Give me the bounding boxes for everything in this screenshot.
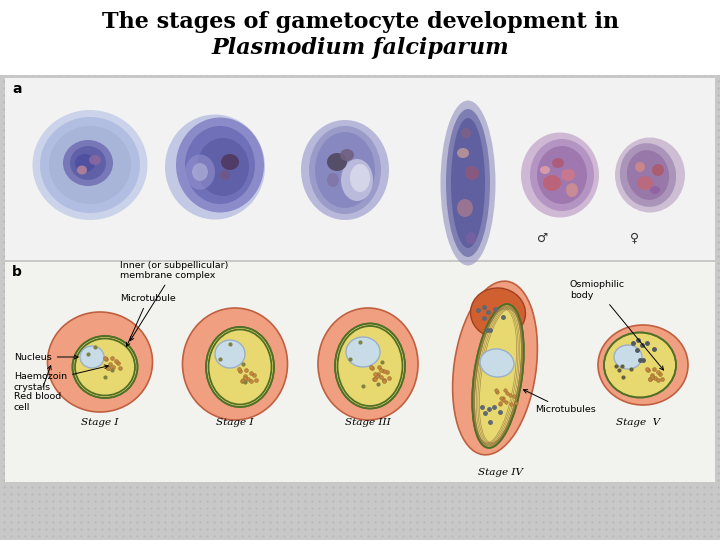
- Text: Inner (or subpellicular)
membrane complex: Inner (or subpellicular) membrane comple…: [120, 261, 228, 341]
- Ellipse shape: [165, 114, 265, 219]
- Ellipse shape: [220, 170, 230, 180]
- Ellipse shape: [340, 149, 354, 161]
- Ellipse shape: [461, 128, 471, 138]
- Ellipse shape: [441, 100, 495, 266]
- Ellipse shape: [457, 148, 469, 158]
- Ellipse shape: [48, 312, 153, 412]
- Ellipse shape: [89, 155, 101, 165]
- Ellipse shape: [301, 120, 389, 220]
- Ellipse shape: [540, 166, 550, 174]
- Ellipse shape: [650, 186, 660, 194]
- FancyBboxPatch shape: [0, 0, 720, 75]
- Ellipse shape: [346, 337, 380, 367]
- Ellipse shape: [49, 126, 131, 204]
- Ellipse shape: [472, 304, 524, 448]
- Ellipse shape: [192, 163, 208, 181]
- Text: Red blood
cell: Red blood cell: [14, 366, 61, 411]
- Ellipse shape: [350, 164, 370, 192]
- Ellipse shape: [63, 140, 113, 186]
- Ellipse shape: [327, 153, 347, 171]
- Ellipse shape: [77, 165, 87, 174]
- Text: Osmiophilic
body: Osmiophilic body: [570, 280, 664, 370]
- Ellipse shape: [598, 325, 688, 405]
- Ellipse shape: [32, 110, 148, 220]
- Text: The stages of gametocyte development in: The stages of gametocyte development in: [102, 11, 618, 33]
- FancyBboxPatch shape: [5, 262, 715, 482]
- Ellipse shape: [465, 166, 479, 180]
- Ellipse shape: [537, 146, 587, 204]
- Ellipse shape: [604, 333, 676, 397]
- Ellipse shape: [521, 132, 599, 218]
- Ellipse shape: [543, 175, 561, 191]
- Ellipse shape: [530, 139, 594, 211]
- Ellipse shape: [615, 138, 685, 213]
- Ellipse shape: [635, 162, 645, 172]
- Ellipse shape: [75, 154, 95, 172]
- Ellipse shape: [197, 138, 249, 196]
- Text: b: b: [12, 265, 22, 279]
- Ellipse shape: [480, 349, 514, 377]
- Text: Stage III: Stage III: [345, 418, 391, 427]
- Text: Haemozoin
crystals: Haemozoin crystals: [14, 365, 108, 392]
- Text: Stage I: Stage I: [216, 418, 253, 427]
- Ellipse shape: [73, 336, 138, 398]
- Ellipse shape: [215, 340, 245, 368]
- Ellipse shape: [335, 323, 405, 408]
- Ellipse shape: [40, 117, 140, 213]
- Ellipse shape: [451, 118, 485, 248]
- Text: ♂: ♂: [537, 232, 549, 245]
- Ellipse shape: [561, 169, 575, 181]
- Ellipse shape: [315, 132, 375, 208]
- Text: Stage IV: Stage IV: [477, 468, 523, 477]
- Ellipse shape: [627, 150, 669, 200]
- Ellipse shape: [341, 159, 373, 201]
- Ellipse shape: [185, 154, 215, 190]
- Text: Plasmodium falciparum: Plasmodium falciparum: [211, 37, 509, 59]
- Ellipse shape: [318, 308, 418, 420]
- Ellipse shape: [70, 146, 106, 180]
- Text: Stage  V: Stage V: [616, 418, 660, 427]
- Ellipse shape: [221, 154, 239, 170]
- Ellipse shape: [182, 308, 287, 420]
- Text: Microtubule: Microtubule: [120, 294, 176, 347]
- Ellipse shape: [566, 183, 578, 197]
- Text: Nucleus: Nucleus: [14, 353, 78, 361]
- Ellipse shape: [446, 109, 490, 257]
- FancyBboxPatch shape: [5, 78, 715, 260]
- Ellipse shape: [457, 199, 473, 217]
- Ellipse shape: [552, 158, 564, 168]
- Ellipse shape: [652, 164, 664, 176]
- Ellipse shape: [466, 232, 476, 244]
- Ellipse shape: [637, 176, 653, 190]
- Text: ♀: ♀: [631, 232, 639, 245]
- Ellipse shape: [185, 126, 255, 204]
- Ellipse shape: [80, 346, 104, 368]
- Ellipse shape: [453, 281, 537, 455]
- Ellipse shape: [614, 345, 642, 369]
- Ellipse shape: [620, 143, 676, 207]
- Ellipse shape: [176, 118, 264, 213]
- Text: a: a: [12, 82, 22, 96]
- Text: Microtubules: Microtubules: [523, 390, 595, 415]
- Ellipse shape: [327, 173, 339, 187]
- Ellipse shape: [470, 288, 526, 338]
- Text: Stage I: Stage I: [81, 418, 119, 427]
- Ellipse shape: [206, 327, 274, 407]
- Ellipse shape: [309, 126, 381, 214]
